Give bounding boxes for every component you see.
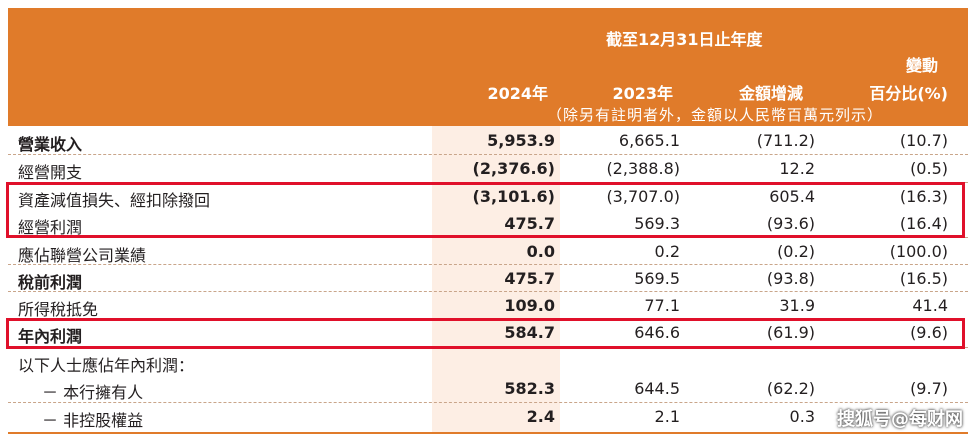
percent-change: (10.7) <box>899 131 948 150</box>
year-2024-header: 2024年 <box>487 84 548 103</box>
value-2023: 0.2 <box>654 242 680 261</box>
row-label: － 本行擁有人 <box>42 383 144 402</box>
table-header: 截至12月31日止年度 變動 2024年 2023年 金額增減 百分比(%) （… <box>8 8 968 126</box>
unit-note: （除另有註明者外，金額以人民幣百萬元列示） <box>546 106 883 124</box>
value-2024: 0.0 <box>526 242 555 261</box>
value-2024: 582.3 <box>504 379 555 398</box>
amount-change: (0.2) <box>777 242 815 261</box>
row-label: 稅前利潤 <box>18 273 83 292</box>
row-label: 所得稅抵免 <box>18 300 99 319</box>
row-label: 應佔聯營公司業績 <box>18 246 147 265</box>
percent-change: (16.5) <box>899 269 948 288</box>
table-row: 所得稅抵免 109.0 77.1 31.9 41.4 <box>0 292 975 319</box>
table-row: 經營開支 (2,376.6) (2,388.8) 12.2 (0.5) <box>0 155 975 182</box>
percent-change: (9.7) <box>910 379 948 398</box>
percent-change: (100.0) <box>889 242 948 261</box>
annotation-box-operating-profit <box>6 182 965 238</box>
row-label: － 非控股權益 <box>42 411 144 430</box>
row-divider <box>8 402 968 403</box>
row-label: 以下人士應佔年內利潤： <box>18 356 195 375</box>
value-2024: (2,376.6) <box>472 159 555 178</box>
row-divider <box>8 291 968 292</box>
percent-change: (0.5) <box>910 159 948 178</box>
row-label: 經營利潤 <box>18 218 83 237</box>
amount-change: (93.8) <box>766 269 815 288</box>
value-2023: 646.6 <box>634 323 680 342</box>
amount-change: 12.2 <box>779 159 815 178</box>
value-2024: 2.4 <box>526 407 555 426</box>
value-2023: (2,388.8) <box>606 159 680 178</box>
period-header: 截至12月31日止年度 <box>606 30 763 49</box>
watermark-text: 搜狐号@每财网 <box>837 409 963 430</box>
table-bottom-rule <box>8 432 968 434</box>
value-2023: 644.5 <box>634 379 680 398</box>
percent-change: (16.4) <box>899 214 948 233</box>
value-2024: 584.7 <box>504 323 555 342</box>
amount-change: (62.2) <box>766 379 815 398</box>
row-label: 經營開支 <box>18 163 83 182</box>
table-row: － 本行擁有人 582.3 644.5 (62.2) (9.7) <box>0 375 975 402</box>
row-divider <box>8 154 968 155</box>
amount-change: (61.9) <box>766 323 815 342</box>
value-2024: 109.0 <box>504 296 555 315</box>
row-label: 營業收入 <box>18 135 83 154</box>
value-2023: 77.1 <box>644 296 680 315</box>
percent-change-header: 百分比(%) <box>869 84 948 103</box>
amount-change: 31.9 <box>779 296 815 315</box>
current-year-column-shade <box>432 126 560 432</box>
table-row: 經營利潤 475.7 569.3 (93.6) (16.4) <box>0 210 975 237</box>
table-row: 營業收入 5,953.9 6,665.1 (711.2) (10.7) <box>0 127 975 154</box>
amount-change: (93.6) <box>766 214 815 233</box>
value-2023: (3,707.0) <box>606 187 680 206</box>
percent-change: (16.3) <box>899 187 948 206</box>
value-2023: 569.3 <box>634 214 680 233</box>
table-row: 以下人士應佔年內利潤： <box>0 348 975 375</box>
value-2023: 569.5 <box>634 269 680 288</box>
amount-change: (711.2) <box>756 131 815 150</box>
annotation-box-annual-profit <box>6 318 965 349</box>
table-row: 應佔聯營公司業績 0.0 0.2 (0.2) (100.0) <box>0 238 975 265</box>
percent-change: 41.4 <box>912 296 948 315</box>
row-divider <box>8 264 968 265</box>
value-2023: 2.1 <box>654 407 680 426</box>
row-label: 資產減值損失、經扣除撥回 <box>18 191 211 210</box>
table-row: 稅前利潤 475.7 569.5 (93.8) (16.5) <box>0 265 975 292</box>
row-label: 年內利潤 <box>18 327 83 346</box>
value-2024: 5,953.9 <box>487 131 555 150</box>
change-header: 變動 <box>905 56 938 75</box>
table-row: － 非控股權益 2.4 2.1 0.3 <box>0 403 975 430</box>
value-2024: (3,101.6) <box>472 187 555 206</box>
value-2024: 475.7 <box>504 214 555 233</box>
value-2024: 475.7 <box>504 269 555 288</box>
year-2023-header: 2023年 <box>612 84 673 103</box>
amount-change: 605.4 <box>769 187 815 206</box>
table-row: 年內利潤 584.7 646.6 (61.9) (9.6) <box>0 319 975 346</box>
table-row: 資產減值損失、經扣除撥回 (3,101.6) (3,707.0) 605.4 (… <box>0 183 975 210</box>
amount-change: 0.3 <box>789 407 815 426</box>
amount-change-header: 金額增減 <box>738 84 803 103</box>
value-2023: 6,665.1 <box>618 131 680 150</box>
percent-change: (9.6) <box>910 323 948 342</box>
